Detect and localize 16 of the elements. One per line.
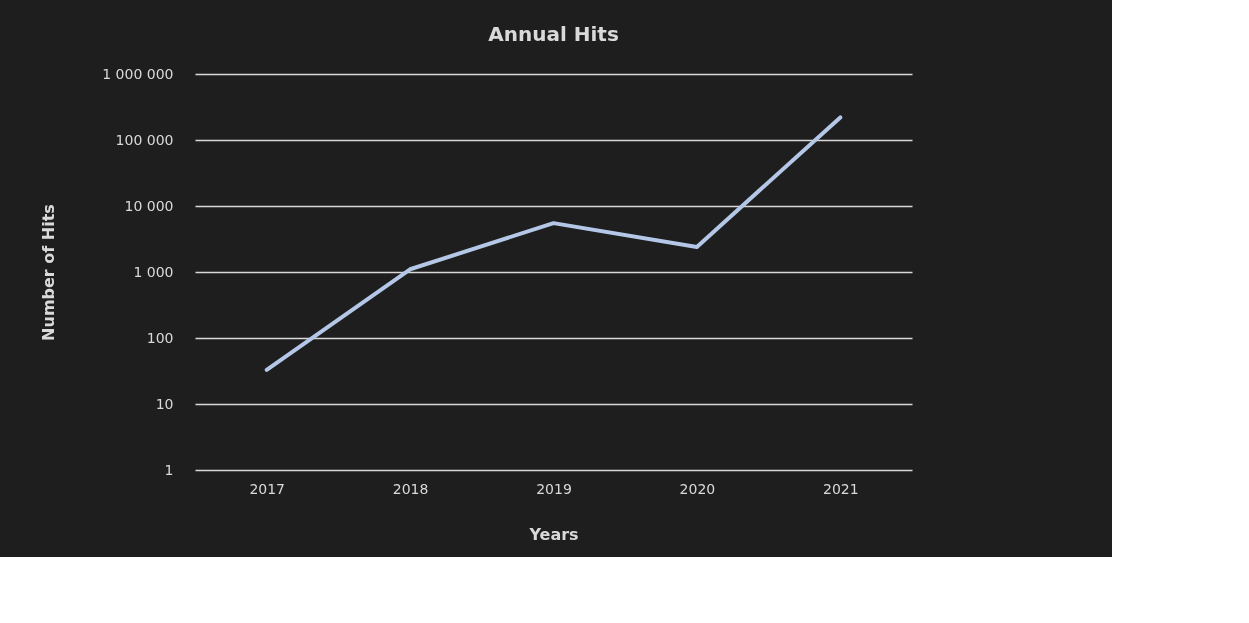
y-tick-label: 1	[164, 461, 174, 478]
line-series	[264, 115, 843, 372]
y-tick-label: 10 000	[124, 197, 174, 214]
y-tick-label: 10	[155, 395, 174, 412]
y-tick-label: 100 000	[115, 131, 174, 148]
y-tick-label: 1 000 000	[102, 65, 174, 82]
y-tick-label: 1 000	[133, 263, 174, 280]
chart-title: Annual Hits	[488, 22, 619, 46]
x-tick-label: 2021	[822, 480, 859, 497]
x-tick-label: 2020	[679, 480, 716, 497]
x-tick-label: 2017	[249, 480, 286, 497]
x-tick-label: 2018	[392, 480, 429, 497]
x-axis-title: Years	[528, 524, 579, 544]
y-axis-title: Number of Hits	[39, 204, 59, 341]
y-tick-label: 100	[146, 329, 174, 346]
x-tick-label: 2019	[536, 480, 572, 497]
